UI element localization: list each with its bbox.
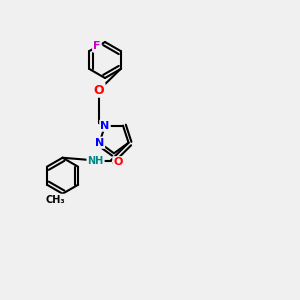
Text: NH: NH xyxy=(87,156,104,166)
Text: O: O xyxy=(94,83,104,97)
Text: N: N xyxy=(100,121,109,130)
Text: F: F xyxy=(93,41,101,52)
Text: CH₃: CH₃ xyxy=(45,195,65,205)
Text: N: N xyxy=(95,138,104,148)
Text: O: O xyxy=(113,157,123,167)
